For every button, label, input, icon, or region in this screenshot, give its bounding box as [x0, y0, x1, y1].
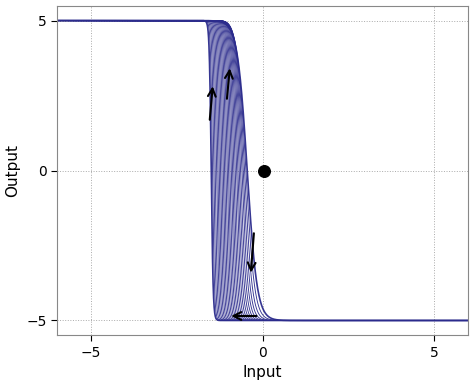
- Point: [261, 168, 268, 174]
- Y-axis label: Output: Output: [6, 144, 20, 197]
- X-axis label: Input: Input: [243, 366, 283, 381]
